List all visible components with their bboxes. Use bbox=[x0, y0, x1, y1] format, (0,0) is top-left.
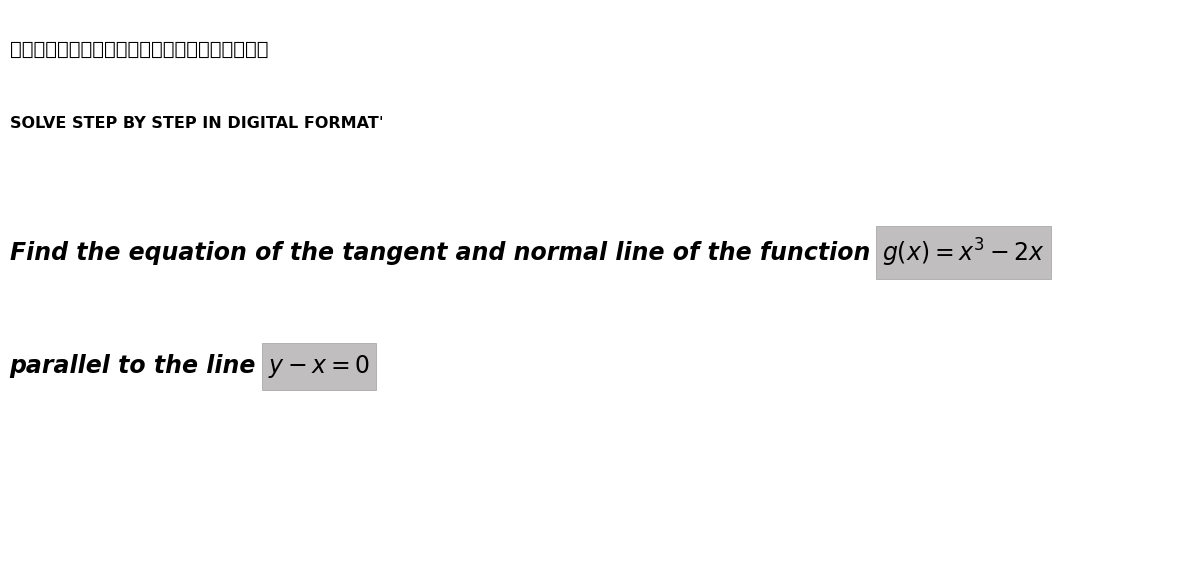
Text: SOLVE STEP BY STEP IN DIGITAL FORMATˈ: SOLVE STEP BY STEP IN DIGITAL FORMATˈ bbox=[10, 116, 383, 131]
Text: $y - x = 0$: $y - x = 0$ bbox=[268, 353, 370, 380]
Text: parallel to the line: parallel to the line bbox=[10, 354, 264, 378]
Text: $g(x) = x^3 - 2x$: $g(x) = x^3 - 2x$ bbox=[882, 237, 1045, 269]
Text: Find the equation of the tangent and normal line of the function: Find the equation of the tangent and nor… bbox=[10, 241, 878, 265]
Text: デジタル形式で段階的に解決　　ありがとう！！: デジタル形式で段階的に解決 ありがとう！！ bbox=[10, 40, 268, 59]
